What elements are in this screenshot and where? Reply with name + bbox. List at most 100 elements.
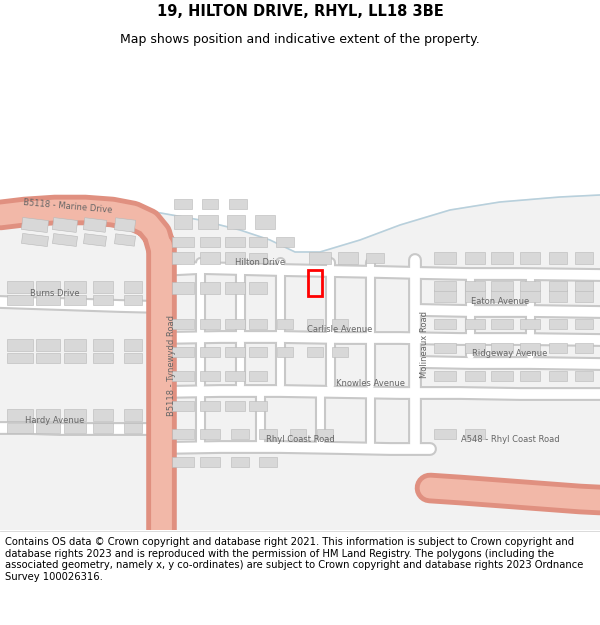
Bar — [249, 253, 267, 263]
Bar — [64, 339, 86, 351]
Bar — [172, 347, 194, 357]
Bar — [93, 339, 113, 351]
Bar — [172, 457, 194, 467]
Bar — [225, 319, 245, 329]
Bar — [549, 319, 567, 329]
Bar — [225, 237, 245, 247]
Text: Hilton Drive: Hilton Drive — [235, 258, 285, 267]
Bar — [434, 319, 456, 329]
Bar — [249, 282, 267, 294]
Bar — [225, 282, 245, 294]
Bar — [172, 282, 194, 294]
Bar — [549, 371, 567, 381]
Bar — [465, 319, 485, 329]
Bar — [520, 343, 540, 353]
Bar — [36, 281, 60, 293]
Bar — [172, 319, 194, 329]
Bar — [366, 253, 384, 263]
Bar — [332, 347, 348, 357]
Bar — [115, 218, 136, 232]
Bar — [174, 199, 192, 209]
Bar — [434, 429, 456, 439]
Bar — [520, 371, 540, 381]
Bar — [520, 290, 540, 302]
Text: B5118 - Marine Drive: B5118 - Marine Drive — [23, 198, 113, 214]
Bar — [434, 343, 456, 353]
Bar — [115, 234, 136, 246]
Bar — [200, 237, 220, 247]
Bar — [36, 409, 60, 421]
Text: Eaton Avenue: Eaton Avenue — [471, 297, 529, 306]
Bar — [231, 457, 249, 467]
Bar — [520, 319, 540, 329]
Bar — [491, 371, 513, 381]
Bar — [465, 343, 485, 353]
Text: Carlisle Avenue: Carlisle Avenue — [307, 325, 373, 334]
Bar — [200, 457, 220, 467]
Bar — [255, 215, 275, 229]
Bar — [64, 295, 86, 305]
Bar — [307, 347, 323, 357]
Bar — [338, 252, 358, 264]
Bar — [22, 217, 49, 232]
Bar — [64, 281, 86, 293]
Bar — [549, 281, 567, 291]
Bar — [259, 457, 277, 467]
Bar — [124, 353, 142, 363]
Bar — [7, 353, 33, 363]
Bar — [259, 429, 277, 439]
Bar — [52, 217, 77, 232]
Text: Map shows position and indicative extent of the property.: Map shows position and indicative extent… — [120, 32, 480, 46]
Bar — [290, 429, 306, 439]
Bar — [249, 319, 267, 329]
Text: Contains OS data © Crown copyright and database right 2021. This information is : Contains OS data © Crown copyright and d… — [5, 537, 583, 582]
Bar — [64, 423, 86, 433]
Bar — [520, 281, 540, 291]
Bar — [22, 234, 49, 246]
Bar — [202, 199, 218, 209]
Bar — [227, 215, 245, 229]
Bar — [7, 409, 33, 421]
Bar — [317, 429, 333, 439]
Bar — [124, 339, 142, 351]
Bar — [124, 423, 142, 433]
Bar — [198, 215, 218, 229]
Bar — [434, 371, 456, 381]
Bar — [277, 347, 293, 357]
Bar — [465, 371, 485, 381]
Bar — [93, 295, 113, 305]
Bar — [332, 319, 348, 329]
Bar — [93, 409, 113, 421]
Bar — [200, 282, 220, 294]
Bar — [549, 290, 567, 302]
Bar — [465, 290, 485, 302]
Bar — [276, 237, 294, 247]
Bar — [465, 252, 485, 264]
Polygon shape — [0, 195, 600, 530]
Bar — [174, 215, 192, 229]
Bar — [434, 252, 456, 264]
Bar — [575, 319, 593, 329]
Bar — [249, 401, 267, 411]
Bar — [64, 353, 86, 363]
Text: Ridgeway Avenue: Ridgeway Avenue — [472, 349, 548, 358]
Bar — [7, 339, 33, 351]
Bar — [7, 295, 33, 305]
Bar — [465, 281, 485, 291]
Bar — [434, 290, 456, 302]
Bar — [434, 281, 456, 291]
Bar — [172, 371, 194, 381]
Text: Molineaux Road: Molineaux Road — [420, 311, 429, 379]
Bar — [249, 237, 267, 247]
Bar — [249, 347, 267, 357]
Bar — [36, 423, 60, 433]
Bar — [231, 429, 249, 439]
Bar — [225, 401, 245, 411]
Bar — [575, 281, 593, 291]
Bar — [200, 347, 220, 357]
Bar — [491, 290, 513, 302]
Bar — [575, 252, 593, 264]
Bar — [307, 319, 323, 329]
Bar — [124, 409, 142, 421]
Bar — [200, 401, 220, 411]
